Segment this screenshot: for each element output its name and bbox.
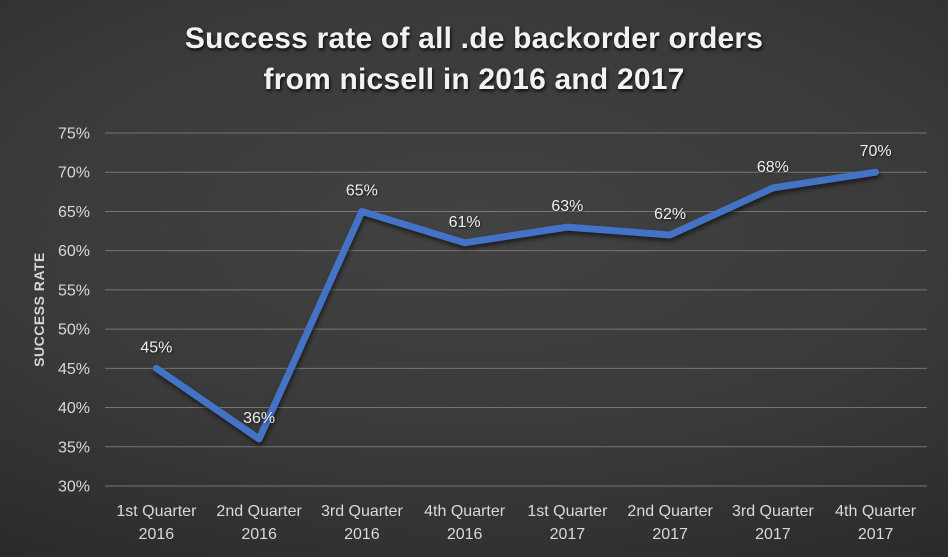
y-tick-label: 55% (58, 282, 90, 299)
y-tick-label: 75% (58, 126, 90, 143)
y-tick-label: 30% (58, 479, 90, 496)
y-tick-label: 40% (58, 400, 90, 417)
data-point-label: 62% (654, 206, 686, 223)
y-tick-label: 35% (58, 439, 90, 456)
x-tick-label: 3rd Quarter 2017 (732, 503, 814, 543)
x-tick-label: 2nd Quarter 2016 (216, 503, 302, 543)
y-axis-title: SUCCESS RATE (31, 252, 47, 367)
x-tick-label: 3rd Quarter 2016 (321, 503, 403, 543)
x-tick-label: 1st Quarter 2016 (116, 503, 197, 543)
x-tick-label: 4th Quarter 2016 (424, 503, 506, 543)
y-tick-label: 70% (58, 165, 90, 182)
data-point-label: 36% (243, 410, 275, 427)
y-tick-label: 50% (58, 322, 90, 339)
y-tick-label: 60% (58, 243, 90, 260)
series-line (152, 168, 880, 443)
data-point-label: 70% (860, 143, 892, 160)
data-point-label: 61% (449, 214, 481, 231)
data-point-label: 68% (757, 159, 789, 176)
x-tick-label: 2nd Quarter 2017 (627, 503, 713, 543)
x-tick-label: 4th Quarter 2017 (835, 503, 917, 543)
data-point-label: 65% (346, 182, 378, 199)
chart-title-line2: from nicsell in 2016 and 2017 (263, 63, 685, 96)
data-point-label: 63% (551, 198, 583, 215)
y-tick-label: 45% (58, 361, 90, 378)
chart-title: Success rate of all .de backorder orders… (0, 18, 948, 100)
data-point-label: 45% (140, 339, 172, 356)
x-tick-label: 1st Quarter 2017 (527, 503, 608, 543)
y-tick-label: 65% (58, 204, 90, 221)
chart-title-line1: Success rate of all .de backorder orders (184, 22, 764, 55)
